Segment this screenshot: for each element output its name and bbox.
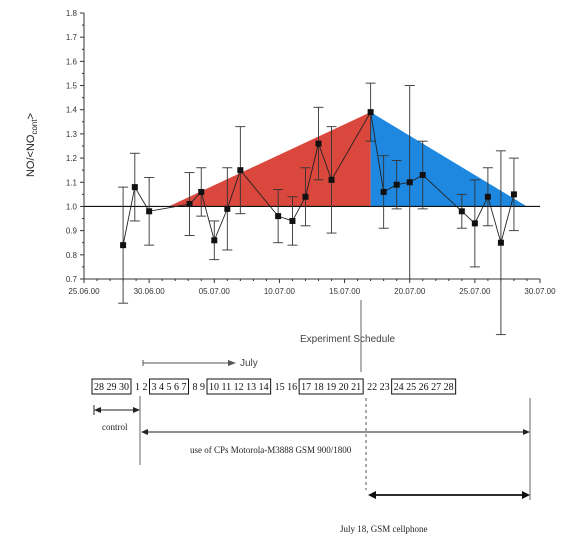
data-point	[497, 239, 504, 246]
schedule-day-group: 24 25 26 27 28	[394, 382, 454, 393]
data-point	[289, 217, 296, 224]
data-point	[367, 109, 374, 116]
schedule-day-group: 1 2	[135, 382, 148, 393]
exposure-arrow-right	[523, 429, 530, 435]
data-point	[131, 184, 138, 191]
control-arrow-left	[94, 407, 101, 413]
exposure-arrow-left	[141, 429, 148, 435]
schedule-day-group: 15 16	[275, 382, 298, 393]
x-tick-label: 25.07.00	[459, 287, 491, 296]
data-point	[510, 191, 517, 198]
data-point	[406, 179, 413, 186]
data-point	[275, 213, 282, 220]
cellphone-arrow-right	[522, 491, 530, 499]
x-tick-label: 15.07.00	[329, 287, 361, 296]
y-axis-label: NO/<NOcont>	[25, 113, 39, 177]
control-label: control	[102, 422, 128, 432]
data-series	[118, 82, 519, 336]
control-arrow-right	[133, 407, 140, 413]
y-tick-label: 0.8	[66, 251, 78, 260]
x-tick-label: 05.07.00	[199, 287, 231, 296]
schedule-day-box	[298, 378, 364, 395]
y-tick-label: 1.5	[66, 82, 78, 91]
y-tick-label: 1.8	[66, 9, 78, 18]
y-tick-label: 1.7	[66, 33, 78, 42]
data-point	[120, 242, 127, 249]
data-point	[393, 181, 400, 188]
y-tick-label: 1.4	[66, 106, 78, 115]
triangle-regions	[168, 112, 527, 207]
data-point	[302, 193, 309, 200]
cellphone-arrow-left	[368, 491, 376, 499]
schedule-day-group: 22 23	[367, 382, 390, 393]
schedule-day-box	[149, 378, 189, 395]
data-point	[237, 167, 244, 174]
x-tick-label: 25.06.00	[68, 287, 100, 296]
x-tick-label: 30.07.00	[524, 287, 556, 296]
triangle-region-1	[370, 112, 527, 207]
data-point	[198, 188, 205, 195]
data-point	[328, 176, 335, 183]
schedule-day-box	[91, 378, 132, 395]
data-point	[484, 193, 491, 200]
cellphone-label: July 18, GSM cellphone	[340, 524, 428, 534]
y-tick-label: 0.9	[66, 227, 78, 236]
x-tick-label: 20.07.00	[394, 287, 426, 296]
data-point	[211, 237, 218, 244]
schedule-title: Experiment Schedule	[300, 334, 395, 345]
schedule-day-strip: 28 29 30 1 2 3 4 5 6 7 8 9 10 11 12 13 14 15 …	[91, 378, 457, 395]
exposure-label: use of CPs Motorola-M3888 GSM 900/1800	[190, 445, 352, 455]
y-tick-label: 1.0	[66, 202, 78, 211]
data-point	[458, 208, 465, 215]
data-point	[471, 220, 478, 227]
chart-axes: 0.7 0.8 0.9 1.0 1.1 1.2 1.3 1.4 1.5 1.6 1.7 1.8 25.0…	[66, 9, 556, 296]
schedule-day-group: 3 4 5 6 7	[152, 382, 187, 393]
y-tick-label: 1.3	[66, 130, 78, 139]
schedule-day-box	[391, 378, 457, 395]
x-tick-label: 10.07.00	[264, 287, 296, 296]
schedule-day-group: 28 29 30	[94, 382, 129, 393]
x-tick-label: 30.06.00	[134, 287, 166, 296]
schedule-day-box	[206, 378, 272, 395]
data-point	[224, 205, 231, 212]
y-tick-label: 1.2	[66, 154, 78, 163]
schedule-day-group: 17 18 19 20 21	[301, 382, 361, 393]
y-tick-label: 0.7	[66, 275, 78, 284]
y-tick-label: 1.6	[66, 57, 78, 66]
july-arrow-head	[228, 360, 236, 366]
schedule-day-group: 8 9	[193, 382, 206, 393]
triangle-region-0	[168, 112, 371, 207]
y-tick-label: 1.1	[66, 178, 78, 187]
data-point	[315, 140, 322, 147]
july-label: July	[240, 358, 258, 369]
data-point	[419, 172, 426, 179]
data-point	[146, 208, 153, 215]
data-point	[186, 201, 193, 208]
data-point	[380, 188, 387, 195]
schedule-day-group: 10 11 12 13 14	[209, 382, 269, 393]
